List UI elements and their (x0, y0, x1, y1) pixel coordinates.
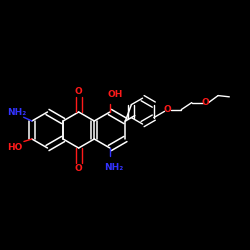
Text: O: O (164, 105, 172, 114)
Text: O: O (75, 87, 82, 96)
Text: HO: HO (7, 142, 22, 152)
Text: NH₂: NH₂ (7, 108, 26, 117)
Text: O: O (202, 98, 209, 107)
Text: NH₂: NH₂ (104, 163, 123, 172)
Text: O: O (75, 164, 82, 173)
Text: OH: OH (108, 90, 123, 99)
